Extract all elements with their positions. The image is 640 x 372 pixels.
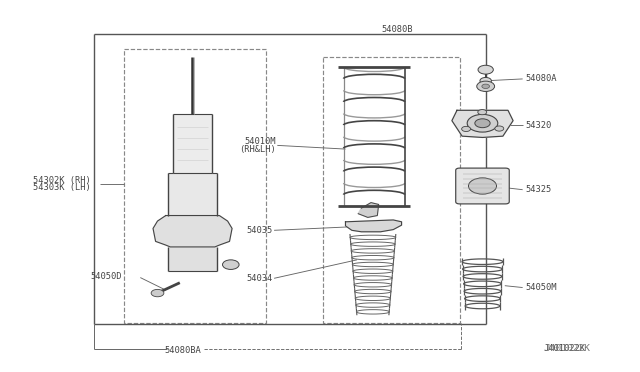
Text: 54303K (LH): 54303K (LH) xyxy=(33,183,91,192)
Circle shape xyxy=(461,126,470,132)
Text: 54080BA: 54080BA xyxy=(164,346,202,355)
Text: 54080A: 54080A xyxy=(525,74,557,83)
Circle shape xyxy=(223,260,239,269)
Bar xyxy=(173,114,212,173)
Text: 54034: 54034 xyxy=(246,274,272,283)
Circle shape xyxy=(467,114,498,132)
Bar xyxy=(323,57,460,323)
Bar xyxy=(168,173,217,215)
Text: J401022K: J401022K xyxy=(544,344,590,353)
Text: 54320: 54320 xyxy=(525,121,552,129)
Text: 54050M: 54050M xyxy=(525,283,557,292)
Text: 54050D: 54050D xyxy=(91,272,122,281)
Bar xyxy=(168,247,217,271)
Text: 54080B: 54080B xyxy=(382,25,413,33)
Text: 54010M: 54010M xyxy=(244,137,275,146)
Text: (RH&LH): (RH&LH) xyxy=(239,145,275,154)
Text: 54325: 54325 xyxy=(525,185,552,194)
Bar xyxy=(124,49,266,323)
Polygon shape xyxy=(452,110,513,137)
Circle shape xyxy=(478,65,493,74)
Circle shape xyxy=(478,110,486,115)
Polygon shape xyxy=(358,203,379,217)
Text: 54302K (RH): 54302K (RH) xyxy=(33,176,91,185)
Circle shape xyxy=(151,289,164,297)
Circle shape xyxy=(495,126,504,131)
Circle shape xyxy=(475,119,490,128)
Text: 54035: 54035 xyxy=(246,226,272,235)
Polygon shape xyxy=(346,220,401,232)
Text: J401022K: J401022K xyxy=(543,344,585,353)
Circle shape xyxy=(477,81,495,92)
Circle shape xyxy=(480,77,492,84)
FancyBboxPatch shape xyxy=(456,168,509,204)
Circle shape xyxy=(468,178,497,194)
Circle shape xyxy=(482,84,490,89)
Polygon shape xyxy=(153,215,232,247)
